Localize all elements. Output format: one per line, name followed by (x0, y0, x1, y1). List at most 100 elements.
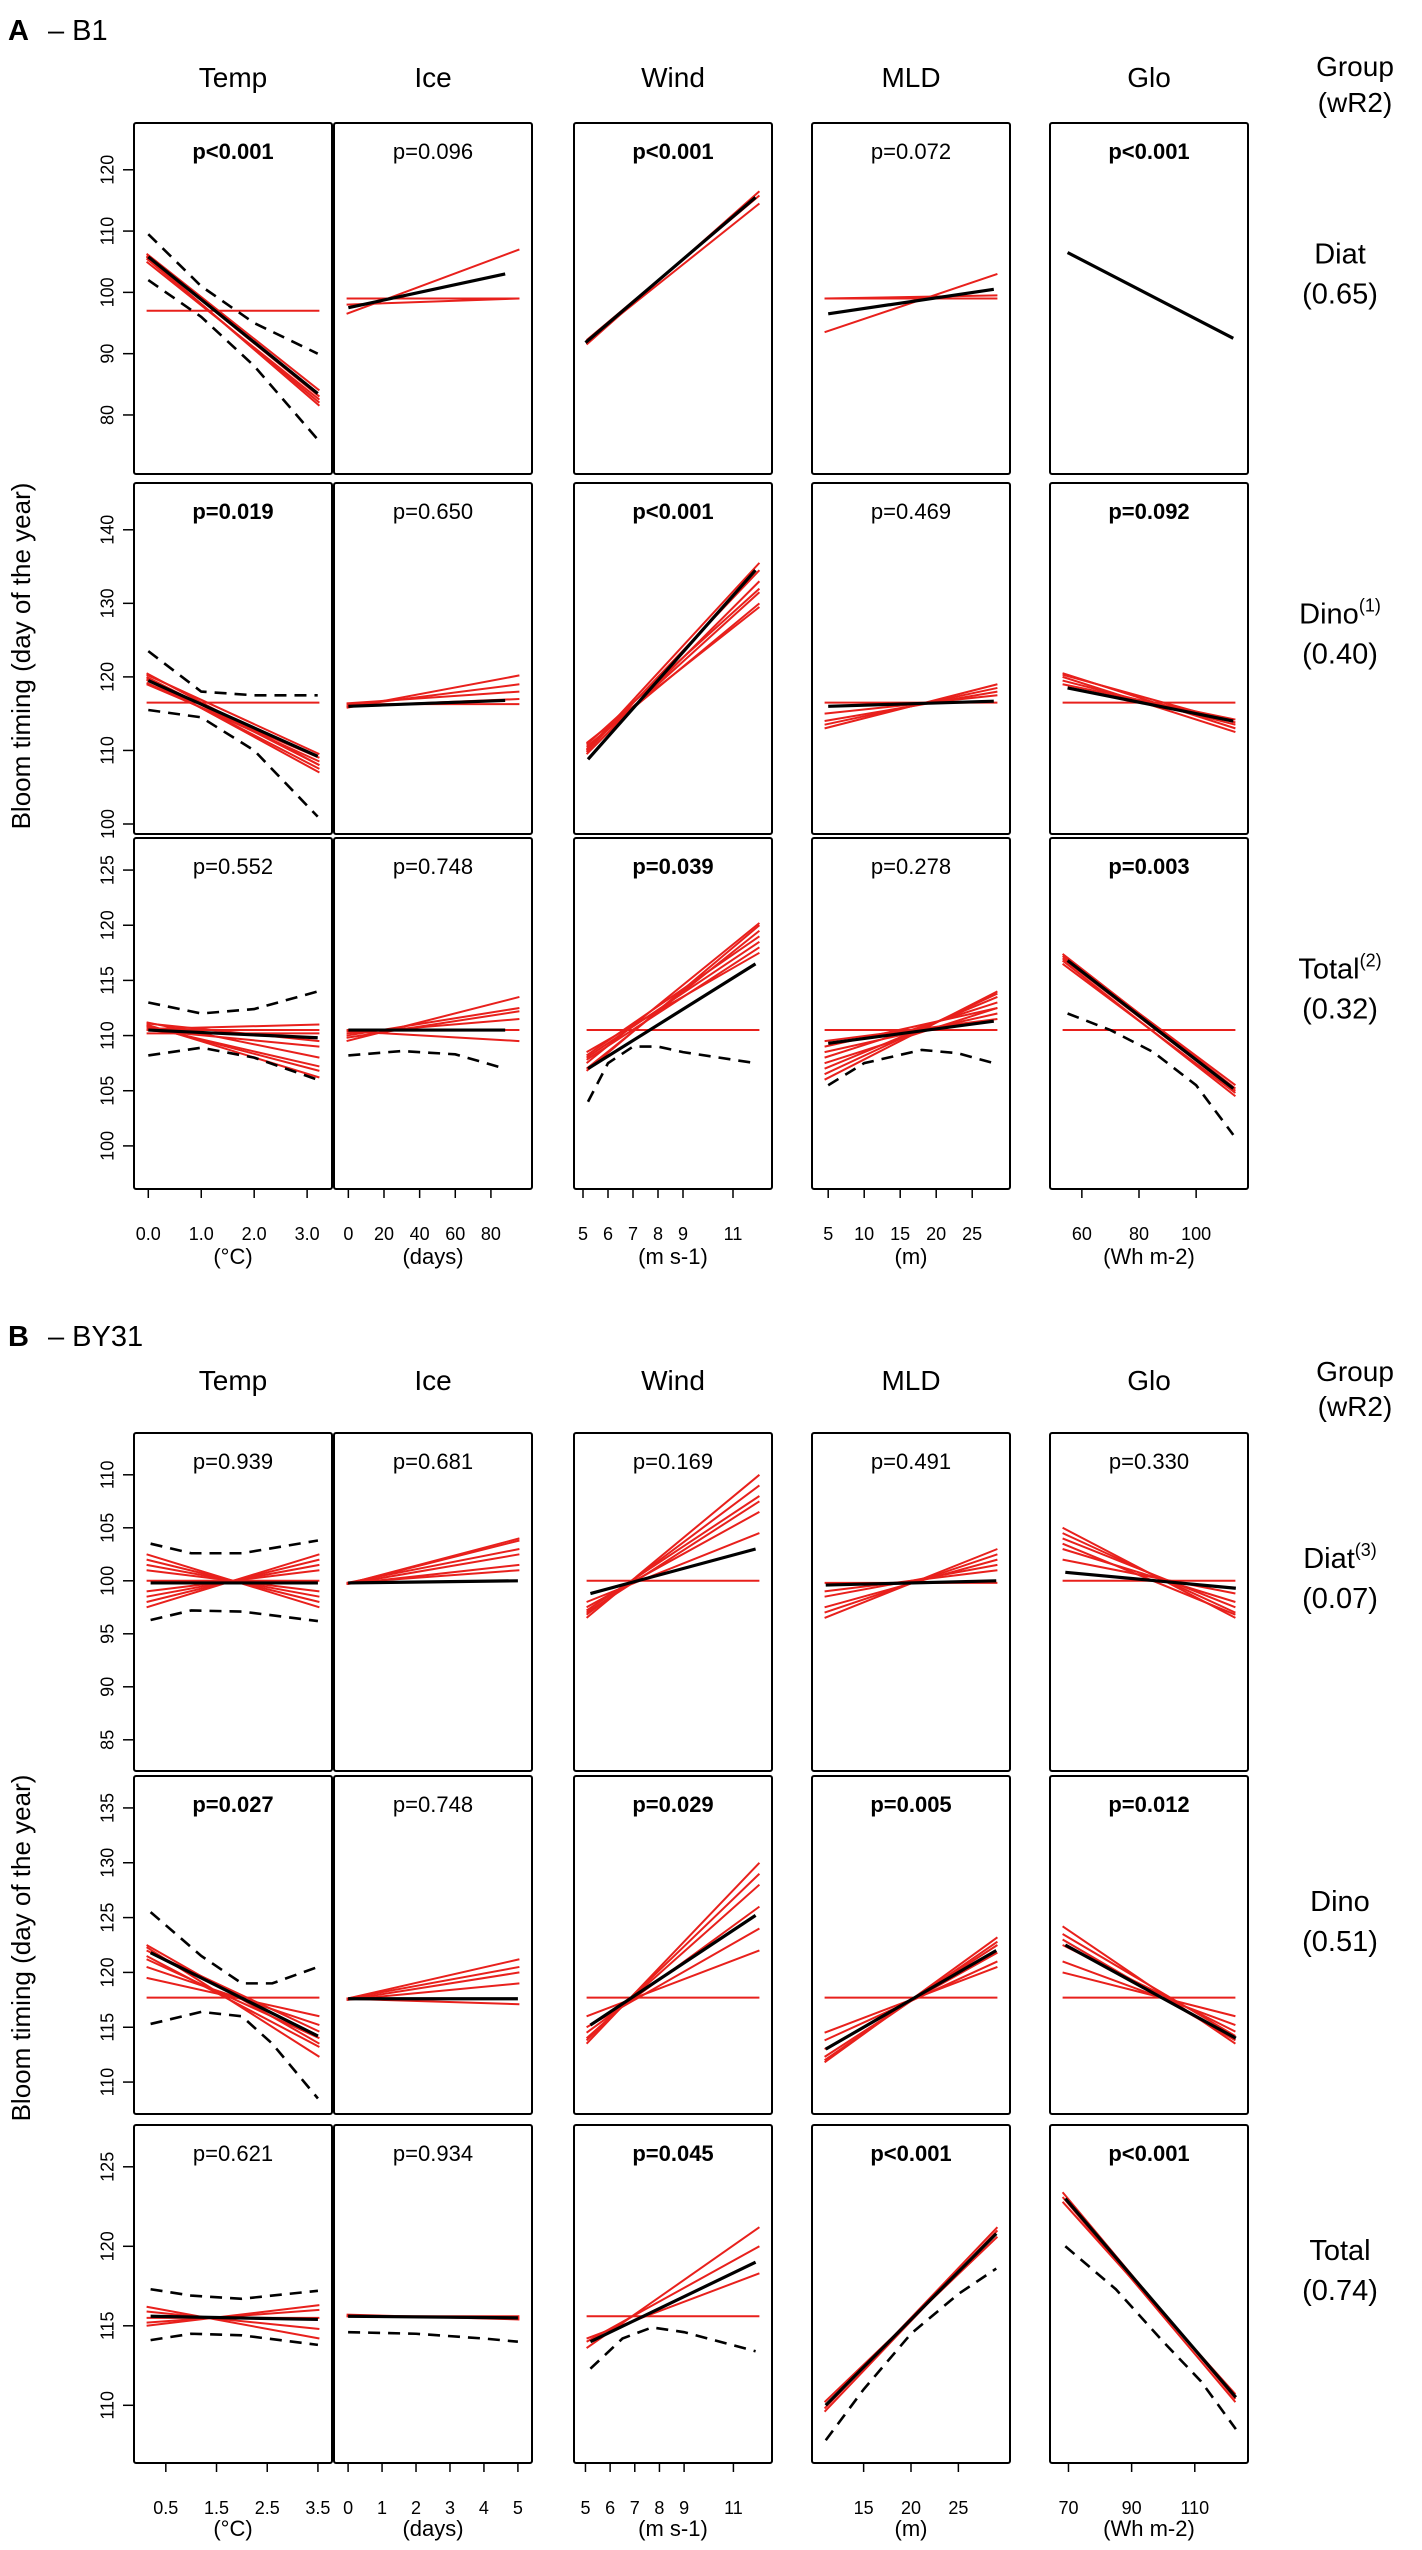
cv-line (585, 922, 761, 1064)
fit-line (1064, 2197, 1238, 2399)
subplot-frame (333, 2124, 533, 2464)
plot-area (586, 2226, 760, 2370)
x-tick-label: 4 (479, 2498, 489, 2518)
subplot-frame (573, 482, 773, 835)
cv-line (146, 2304, 320, 2327)
plot-area (146, 990, 320, 1081)
p-value: p<0.001 (632, 139, 713, 164)
x-unit-label: (m s-1) (638, 1244, 708, 1269)
x-tick-label: 10 (854, 1224, 874, 1244)
cv-line (146, 678, 320, 770)
p-value: p=0.681 (393, 1449, 473, 1474)
panel-b: B – BY31 Temp Ice Wind MLD Glo Group (wR2) Bloom … (6, 1321, 1394, 2541)
y-tick-label: 130 (98, 1848, 118, 1878)
p-value: p<0.001 (192, 139, 273, 164)
plot-area (824, 273, 998, 334)
subplot-total-mld: p<0.001 15 20 25 (m) (811, 2124, 1011, 2541)
p-value: p=0.552 (193, 854, 273, 879)
p-value: p<0.001 (632, 499, 713, 524)
ci-lower-line (1064, 2245, 1237, 2430)
subplot-diat-wind: p<0.001 (573, 122, 773, 475)
fit-line (348, 2314, 518, 2320)
cv-line (1062, 1960, 1236, 2026)
fit-line (150, 2314, 318, 2322)
p-value: p=0.469 (871, 499, 951, 524)
plot-area (824, 1548, 998, 1619)
subplot-dino-ice: p=0.748 (333, 1775, 533, 2115)
plot-area (823, 2226, 999, 2442)
subplot-frame (811, 122, 1011, 475)
y-tick-label: 130 (98, 588, 118, 618)
column-header-ice: Ice (414, 1365, 451, 1396)
group-header-line: Group (1316, 1356, 1394, 1387)
y-tick-label: 120 (98, 2231, 118, 2261)
subplot-frame (811, 837, 1011, 1190)
x-tick-label: 2.0 (242, 1224, 267, 1244)
ci-lower-line (148, 708, 319, 818)
cv-line (586, 946, 760, 1061)
subplot-dino-mld: p=0.469 (811, 482, 1011, 835)
cv-line (146, 1022, 320, 1043)
fit-line (348, 1579, 518, 1585)
subplot-frame (333, 482, 533, 835)
x-tick-label: 20 (374, 1224, 394, 1244)
x-tick-label: 11 (724, 2498, 743, 2518)
p-value: p=0.012 (1108, 1792, 1189, 1817)
y-tick-label: 120 (98, 910, 118, 940)
p-value: p=0.027 (192, 1792, 273, 1817)
y-tick-label: 100 (98, 809, 118, 839)
y-tick-label: 120 (98, 1957, 118, 1987)
subplot-dino-ice: p=0.650 (333, 482, 533, 835)
cv-line (146, 1023, 320, 1030)
x-tick-label: 25 (948, 2498, 968, 2518)
x-unit-label: (m) (895, 1244, 928, 1269)
p-value: p=0.003 (1108, 854, 1189, 879)
fit-line (589, 1914, 757, 2027)
subplot-dino-glo: p=0.012 (1049, 1775, 1249, 2115)
p-value: p=0.621 (193, 2141, 273, 2166)
plot-area (585, 1474, 761, 1619)
p-value: p<0.001 (870, 2141, 951, 2166)
column-header-temp: Temp (199, 1365, 267, 1396)
x-tick-label: 8 (654, 2498, 664, 2518)
p-value: p=0.650 (393, 499, 473, 524)
ci-lower-line (150, 2332, 319, 2347)
plot-area (1061, 2191, 1238, 2430)
y-tick-label: 90 (98, 1677, 118, 1697)
plot-area (346, 248, 520, 315)
cv-line (146, 1553, 320, 1609)
x-tick-label: 11 (724, 1224, 743, 1244)
column-header-wind: Wind (641, 62, 705, 93)
x-tick-label: 80 (1129, 1224, 1149, 1244)
x-tick-label: 20 (901, 2498, 921, 2518)
cv-line (586, 2245, 760, 2343)
x-tick-label: 7 (630, 2498, 640, 2518)
panel-letter: B (8, 1321, 29, 1353)
subplot-diat-ice: p=0.096 (333, 122, 533, 475)
ci-lower-line (147, 279, 319, 441)
x-tick-label: 5 (513, 2498, 523, 2518)
cv-line (346, 690, 520, 705)
x-tick-label: 20 (926, 1224, 946, 1244)
subplot-frame (811, 1775, 1011, 2115)
ci-lower-line (148, 1046, 319, 1081)
y-tick-label: 105 (98, 1513, 118, 1543)
y-tick-label: 110 (98, 1460, 118, 1489)
column-header-wind: Wind (641, 1365, 705, 1396)
ci-lower-line (589, 2326, 756, 2370)
ci-upper-line (150, 1539, 319, 1555)
fit-line (348, 698, 506, 708)
plot-area (346, 1958, 520, 2006)
cv-line (1061, 959, 1237, 1098)
p-value: p<0.001 (1108, 139, 1189, 164)
y-tick-label: 120 (98, 155, 118, 185)
subplot-frame (573, 1775, 773, 2115)
group-name-text: Diat (1303, 1543, 1355, 1575)
x-unit-label: (Wh m-2) (1103, 1244, 1195, 1269)
panel-letter: A (8, 15, 29, 47)
plot-area (1061, 953, 1237, 1136)
cv-line (824, 1018, 998, 1043)
cv-line (586, 1949, 760, 2018)
subplot-dino-glo: p=0.092 (1049, 482, 1249, 835)
fit-line (586, 569, 757, 761)
